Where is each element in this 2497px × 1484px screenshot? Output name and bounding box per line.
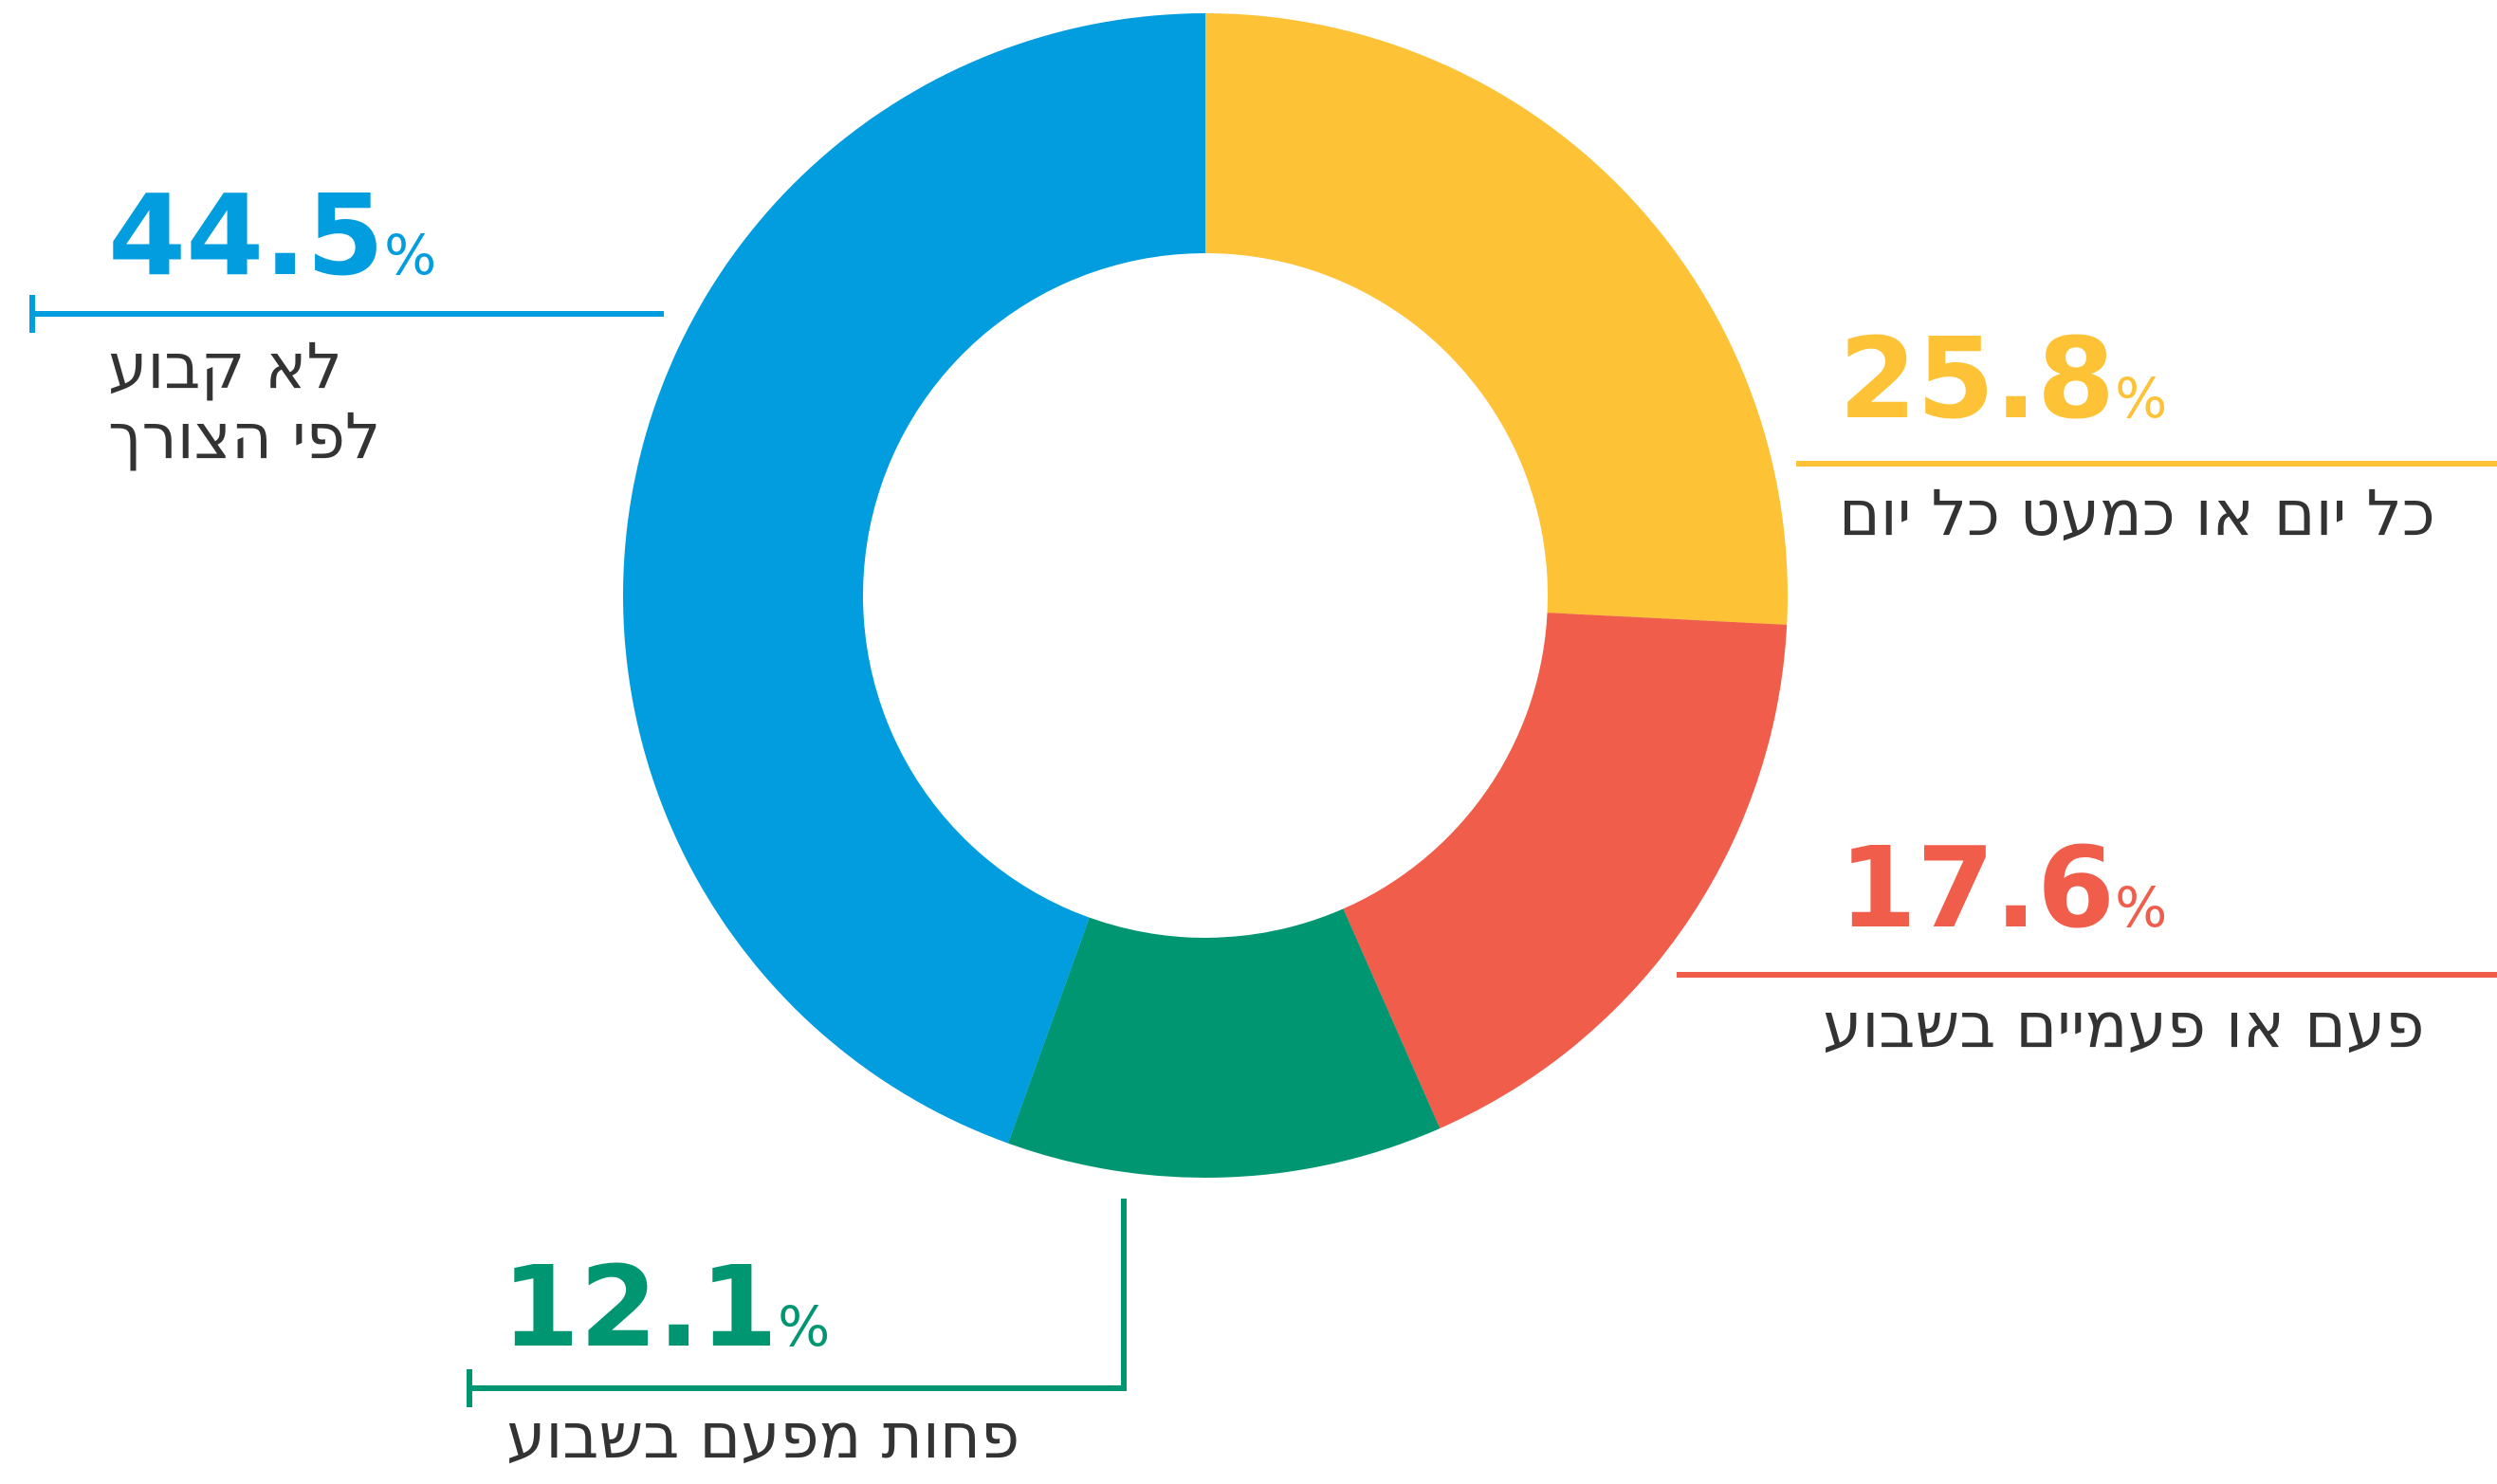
category-label: כל יום או כמעט כל יום bbox=[1839, 477, 2435, 550]
donut-segment bbox=[1343, 613, 1788, 1128]
category-label: פחות מפעם בשבוע bbox=[506, 1400, 1020, 1473]
donut-segment bbox=[623, 13, 1205, 1144]
value-label: 17.6% bbox=[1839, 822, 2167, 953]
value-number: 12.1 bbox=[502, 1241, 778, 1372]
value-number: 25.8 bbox=[1839, 313, 2115, 444]
leader-line bbox=[469, 1199, 1127, 1391]
value-label: 44.5% bbox=[108, 170, 436, 301]
category-label: פעם או פעמיים בשבוע bbox=[1823, 989, 2425, 1062]
value-number: 44.5 bbox=[108, 170, 384, 301]
value-unit: % bbox=[778, 1294, 830, 1359]
donut-segment bbox=[1205, 13, 1788, 625]
donut-segment bbox=[1008, 908, 1441, 1178]
value-label: 12.1% bbox=[502, 1241, 830, 1372]
value-unit: % bbox=[2115, 875, 2167, 940]
value-unit: % bbox=[384, 223, 436, 287]
value-unit: % bbox=[2115, 366, 2167, 431]
value-number: 17.6 bbox=[1839, 822, 2115, 953]
value-label: 25.8% bbox=[1839, 313, 2167, 444]
category-label: לא קבוע לפי הצורך bbox=[108, 330, 381, 473]
